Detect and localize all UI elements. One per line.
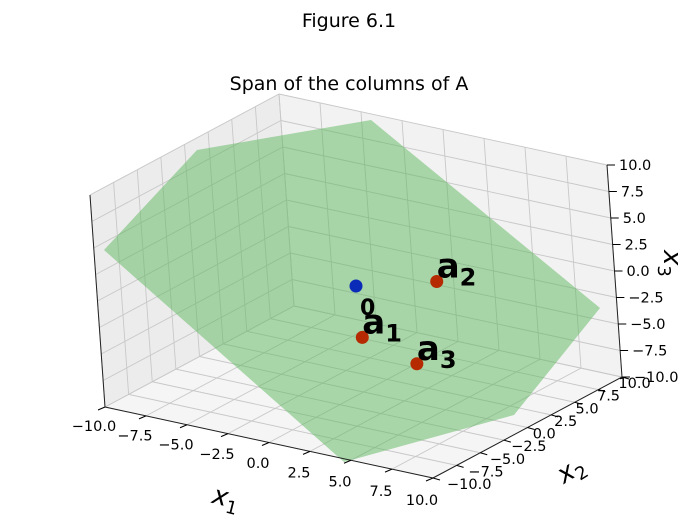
figure-title: Figure 6.1 [301,10,397,32]
z-tick-label: −5.0 [630,317,665,333]
y-tick [598,389,606,393]
chart-title: Span of the columns of A [229,73,469,95]
y-tick-label: 7.5 [597,389,620,405]
point-label-a2: a2 [437,247,477,292]
grid-line [128,393,457,466]
x-tick [384,468,393,473]
point-label-0: 0 [360,296,375,321]
z-axis-label: x3 [653,249,687,277]
y-tick-label: 0.0 [533,427,556,443]
point-0 [349,279,363,293]
x-tick [97,406,106,411]
y-tick-label: 5.0 [576,401,599,417]
y-tick-label: −10.0 [447,477,491,493]
x-tick [425,477,434,482]
z-tick-label: 7.5 [621,185,644,201]
x-tick [261,442,270,446]
z-tick-label: 0.0 [627,264,650,280]
point-label-a3: a3 [417,329,457,374]
point-label-a1: a1 [362,302,402,347]
z-tick-label: −10.0 [634,370,678,386]
y-tick [527,427,535,430]
y-tick-label: −5.0 [490,452,525,468]
point-a2 [430,275,444,289]
x-tick [343,459,352,464]
y-axis-label: x2 [551,450,593,494]
z-tick-label: −7.5 [632,344,667,360]
y-tick-label: 10.0 [618,376,650,392]
y-tick [456,464,464,468]
point-a3 [410,357,424,371]
z-tick-label: −2.5 [628,291,663,307]
y-tick [503,439,512,443]
x-tick-label: −2.5 [199,447,234,463]
x-tick-label: −10.0 [72,419,116,435]
grid-line [278,93,608,166]
x-tick [302,450,311,455]
x-tick-label: −5.0 [158,438,193,454]
y-tick [574,401,582,405]
ticks: −10.0−7.5−5.0−2.50.02.55.07.510.0−10.0−7… [72,158,679,509]
x-tick [220,433,229,438]
z-tick-label: 10.0 [619,158,651,174]
y-tick [480,452,488,456]
x-tick-label: −7.5 [117,428,152,444]
z-tick-label: 2.5 [625,238,648,254]
x-tick-label: 10.0 [406,493,438,509]
left-edge-line [89,194,106,408]
z-tick-label: 5.0 [623,211,646,227]
y-tick-label: 2.5 [554,414,577,430]
grid-line [89,93,280,196]
y-tick-label: −2.5 [511,439,546,455]
x-tick-label: 5.0 [328,475,351,491]
y-tick-label: −7.5 [468,464,503,480]
x-tick [138,415,147,420]
x-tick [179,424,188,429]
y-tick [432,477,441,481]
y-tick [550,414,559,418]
point-a1 [355,330,369,344]
data-points: 0a1 a2 a3 [349,247,477,374]
x-axis-label: x1 [207,480,242,520]
x-tick-label: 2.5 [287,465,310,481]
x-tick-label: 0.0 [246,456,269,472]
x-tick-label: 7.5 [369,484,392,500]
